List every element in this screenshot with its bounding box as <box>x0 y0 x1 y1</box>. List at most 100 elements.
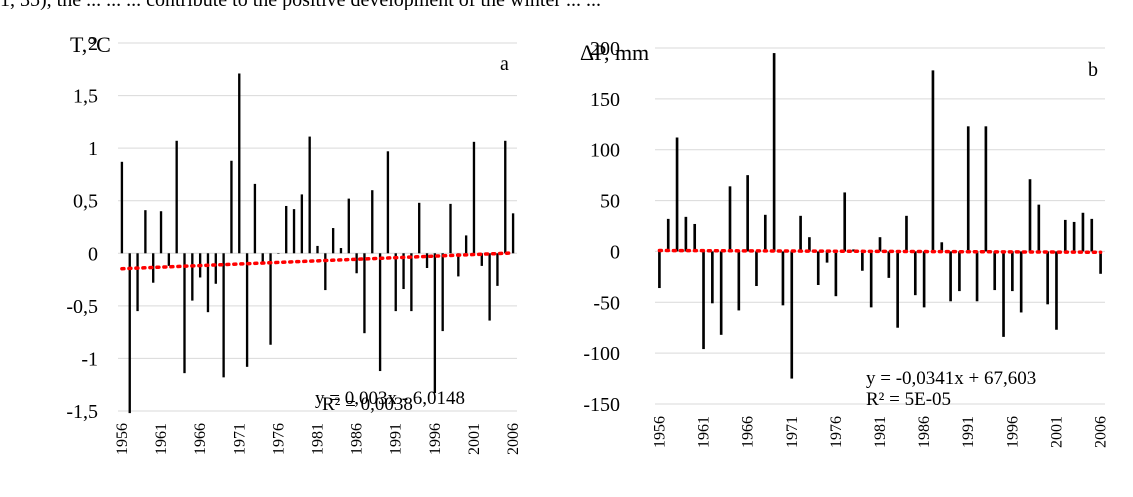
bar-1977 <box>843 192 847 252</box>
x-tick-label: 1991 <box>388 423 405 455</box>
bar-1962 <box>711 251 714 304</box>
x-tick-label: 1981 <box>872 416 889 448</box>
x-tick-label: 2001 <box>466 423 483 455</box>
y-tick-label: -0,5 <box>66 296 98 318</box>
bar-1964 <box>183 253 186 374</box>
y-tick-label: -1,5 <box>66 401 98 423</box>
bar-1974 <box>816 251 820 285</box>
bar-1976 <box>277 253 280 254</box>
bar-1996 <box>433 253 437 394</box>
bar-2006 <box>1099 251 1102 274</box>
y-axis-label: T,°C <box>70 32 111 57</box>
y-tick-label: 2 <box>88 33 98 55</box>
bar-2002 <box>1063 219 1067 252</box>
bar-1999 <box>457 253 460 277</box>
bar-1975 <box>269 253 272 345</box>
x-tick-label: 2006 <box>505 423 522 455</box>
x-tick-label: 1961 <box>696 416 713 448</box>
bar-2003 <box>1072 221 1076 252</box>
bar-1992 <box>975 251 979 302</box>
bar-1990 <box>958 251 961 292</box>
y-tick-label: 1 <box>88 138 98 160</box>
bar-1978 <box>292 209 296 254</box>
bar-1966 <box>746 175 749 252</box>
bar-1987 <box>931 70 935 252</box>
y-tick-label: 0,5 <box>73 191 98 213</box>
bar-1961 <box>702 251 705 350</box>
bar-1959 <box>144 210 147 254</box>
bar-1984 <box>339 248 343 254</box>
bar-1979 <box>861 251 864 271</box>
bar-1991 <box>394 253 397 312</box>
bar-1968 <box>214 253 217 284</box>
bar-1997 <box>441 253 444 332</box>
bar-1985 <box>347 198 350 254</box>
bar-2005 <box>1090 218 1094 252</box>
bar-1974 <box>261 253 264 264</box>
y-tick-label: 1,5 <box>73 86 98 108</box>
x-tick-label: 1971 <box>231 423 248 455</box>
bar-1972 <box>245 253 249 367</box>
trend-r2: R² = 5E-05 <box>866 389 951 410</box>
bar-1989 <box>949 251 952 302</box>
trend-r2: R² = 0,0038 <box>322 394 413 415</box>
bar-1987 <box>363 253 366 334</box>
bar-2001 <box>472 141 476 254</box>
bar-1973 <box>253 183 257 254</box>
bar-1983 <box>331 228 335 254</box>
trend-line <box>657 248 1103 254</box>
bar-1994 <box>993 251 997 291</box>
bar-1995 <box>1002 251 1005 337</box>
bar-1965 <box>737 251 741 311</box>
bar-2000 <box>1046 251 1049 305</box>
x-tick-label: 1981 <box>310 423 327 455</box>
x-tick-label: 1986 <box>916 416 933 448</box>
x-tick-label: 2001 <box>1048 416 1065 448</box>
x-tick-label: 1996 <box>427 423 444 455</box>
bar-1994 <box>418 202 421 254</box>
y-tick-label: 50 <box>600 191 620 213</box>
bar-1984 <box>905 215 908 252</box>
x-tick-label: 1976 <box>828 416 845 448</box>
bar-2002 <box>480 253 483 266</box>
bar-1981 <box>878 237 882 252</box>
bar-1957 <box>128 253 131 414</box>
bar-2003 <box>488 253 491 321</box>
bar-1980 <box>308 136 311 254</box>
y-tick-label: -100 <box>583 343 620 365</box>
bar-1982 <box>887 251 891 278</box>
bar-1982 <box>324 253 327 291</box>
bar-1979 <box>300 194 304 254</box>
y-tick-label: 200 <box>590 38 620 60</box>
bar-1963 <box>175 140 178 254</box>
x-tick-label: 1996 <box>1004 416 1021 448</box>
x-tick-label: 1966 <box>740 416 757 448</box>
y-tick-label: 150 <box>590 89 620 111</box>
bar-1969 <box>222 253 225 378</box>
bar-1981 <box>316 245 319 254</box>
y-tick-label: -150 <box>583 394 620 416</box>
bar-1988 <box>940 242 944 252</box>
bar-1967 <box>206 253 210 313</box>
bar-1968 <box>763 214 767 252</box>
bar-1992 <box>402 253 405 290</box>
y-tick-label: 100 <box>590 140 620 162</box>
bar-1977 <box>285 205 288 254</box>
panel-a-chart: -1,5 -1 -0,5 0 0,5 1 1,5 2T,°C a 1956 1961 1966 1971… <box>66 32 522 455</box>
bar-1978 <box>852 249 855 252</box>
x-tick-label: 1986 <box>349 423 366 455</box>
bar-1965 <box>191 253 194 301</box>
bar-2004 <box>496 253 499 286</box>
bar-1999 <box>1037 204 1041 252</box>
bar-1986 <box>355 253 358 274</box>
bar-1989 <box>378 253 382 372</box>
bar-1993 <box>984 126 988 252</box>
bar-1983 <box>896 251 899 328</box>
trend-equation: y = 0,003x - 6,0148 <box>315 388 465 409</box>
bar-2006 <box>511 213 515 254</box>
x-tick-label: 1976 <box>270 423 287 455</box>
bar-1960 <box>693 223 697 252</box>
y-tick-label: 0 <box>610 241 620 263</box>
bar-1998 <box>449 203 452 254</box>
